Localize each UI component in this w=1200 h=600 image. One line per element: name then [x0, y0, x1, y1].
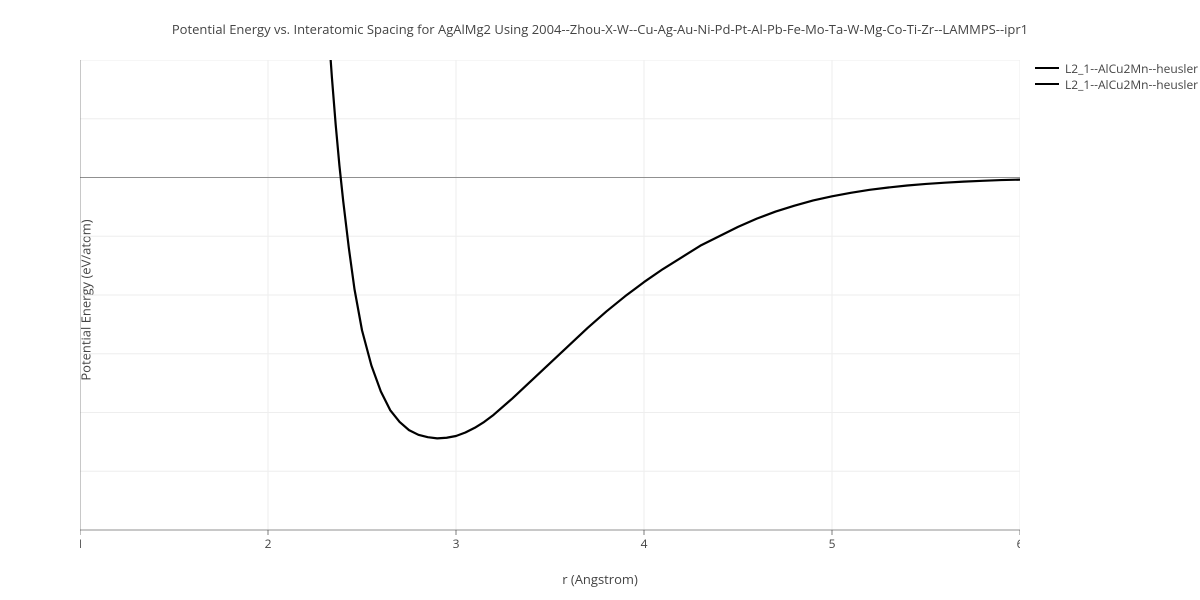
svg-text:5: 5 — [829, 535, 836, 552]
x-axis-label: r (Angstrom) — [0, 570, 1200, 588]
legend-swatch-icon — [1035, 67, 1059, 69]
svg-text:3: 3 — [453, 535, 460, 552]
svg-text:1: 1 — [80, 535, 83, 552]
legend: L2_1--AlCu2Mn--heusler L2_1--AlCu2Mn--he… — [1035, 60, 1198, 92]
svg-text:6: 6 — [1017, 535, 1020, 552]
data-series — [328, 60, 1020, 438]
x-tick-labels: 1 2 3 4 5 6 — [80, 530, 1020, 552]
chart-title: Potential Energy vs. Interatomic Spacing… — [0, 20, 1200, 38]
chart-plot-area: 123456 −3−2.5−2−1.5−1−0.500.51 — [80, 60, 1020, 560]
legend-item: L2_1--AlCu2Mn--heusler — [1035, 60, 1198, 76]
legend-item: L2_1--AlCu2Mn--heusler — [1035, 76, 1198, 92]
svg-text:4: 4 — [641, 535, 648, 552]
legend-label: L2_1--AlCu2Mn--heusler — [1065, 76, 1198, 93]
gridlines — [80, 60, 1020, 530]
legend-label: L2_1--AlCu2Mn--heusler — [1065, 60, 1198, 77]
legend-swatch-icon — [1035, 83, 1059, 85]
svg-text:2: 2 — [265, 535, 272, 552]
